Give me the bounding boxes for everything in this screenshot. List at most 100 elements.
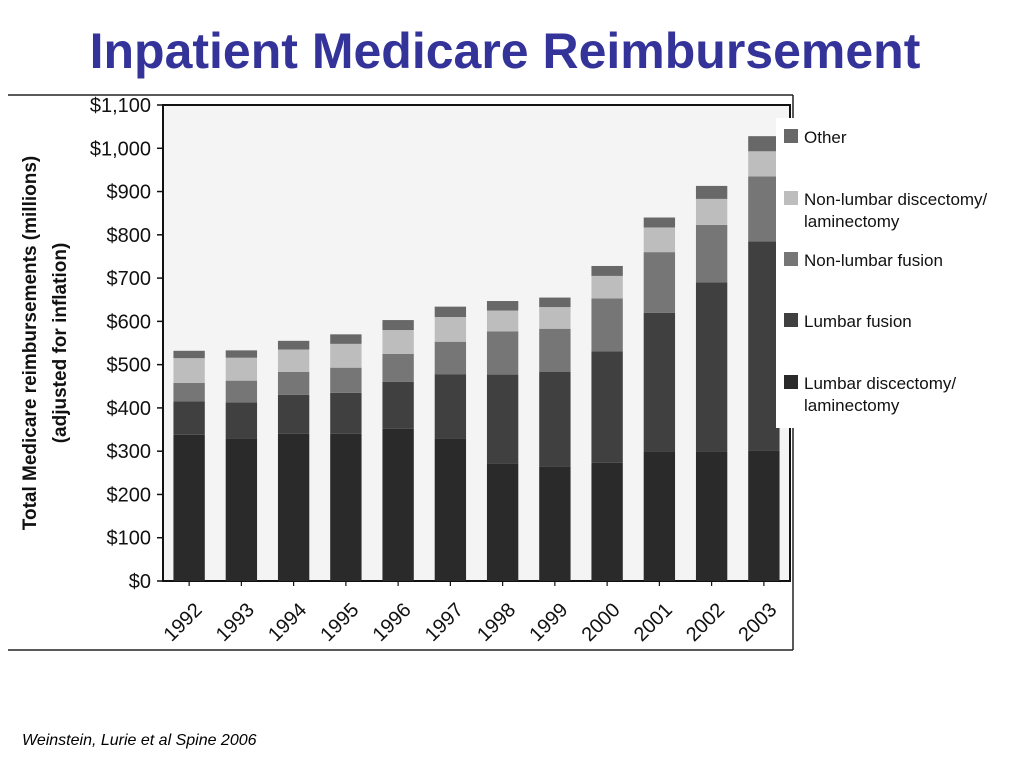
x-tick-label: 1993 xyxy=(212,599,259,646)
x-tick-label: 2002 xyxy=(682,599,729,646)
citation: Weinstein, Lurie et al Spine 2006 xyxy=(22,732,257,749)
bar-segment xyxy=(330,334,362,344)
x-tick-label: 2003 xyxy=(734,599,781,646)
bar-segment xyxy=(173,434,205,581)
bar-segment xyxy=(486,463,519,581)
bar-segment xyxy=(382,353,414,382)
bar-segment xyxy=(695,224,728,283)
bar-segment xyxy=(539,297,571,308)
bar-segment xyxy=(173,350,205,359)
bar-segment xyxy=(330,343,362,368)
bar-segment xyxy=(748,151,780,177)
y-tick-label: $1,000 xyxy=(90,138,151,160)
legend-swatch xyxy=(784,375,798,389)
bar-segment xyxy=(434,306,467,318)
legend-label: laminectomy xyxy=(804,212,900,231)
bar-segment xyxy=(277,349,310,372)
bar-segment xyxy=(695,282,728,452)
y-axis-ticks: $0 $100 $200 $300 $400 $500 $600 $700 $800 $900 $1… xyxy=(90,95,163,593)
bar-segment xyxy=(434,438,467,581)
y-tick-label: $600 xyxy=(107,311,152,333)
bar-segment xyxy=(643,312,676,452)
y-tick-label: $700 xyxy=(107,268,152,290)
bar-segment xyxy=(173,401,205,435)
y-tick-label: $200 xyxy=(107,484,152,506)
bar-segment xyxy=(486,301,519,311)
bar-segment xyxy=(486,310,519,332)
legend-label: Lumbar fusion xyxy=(804,312,912,331)
legend-label: laminectomy xyxy=(804,396,900,415)
bar-segment xyxy=(748,241,780,451)
bar-segment xyxy=(539,371,571,467)
bars xyxy=(173,136,780,581)
y-tick-label: $400 xyxy=(107,398,152,420)
bar-segment xyxy=(748,176,780,242)
x-tick-label: 2000 xyxy=(578,599,625,646)
x-tick-label: 1996 xyxy=(369,599,416,646)
bar-segment xyxy=(173,358,205,383)
bar-segment xyxy=(643,217,676,228)
legend-label: Lumbar discectomy/ xyxy=(804,374,956,393)
bar-segment xyxy=(539,307,571,329)
bar-segment xyxy=(277,371,310,395)
x-tick-label: 1995 xyxy=(316,599,363,646)
bar-segment xyxy=(225,438,258,581)
plot-background xyxy=(162,104,791,582)
x-tick-label: 2001 xyxy=(630,599,677,646)
bar-segment xyxy=(382,330,414,354)
bar-segment xyxy=(382,428,414,581)
x-tick-label: 1992 xyxy=(160,599,207,646)
bar-segment xyxy=(434,374,467,439)
y-axis-label-line: (adjusted for inflation) xyxy=(50,243,71,444)
bar-segment xyxy=(225,380,258,403)
bar-segment xyxy=(591,298,623,352)
legend-swatch xyxy=(784,252,798,266)
y-tick-label: $900 xyxy=(107,182,152,204)
bar-segment xyxy=(225,357,258,381)
bar-segment xyxy=(225,350,258,358)
bar-segment xyxy=(330,433,362,581)
bar-segment xyxy=(695,185,728,199)
x-tick-label: 1999 xyxy=(525,599,572,646)
legend-background xyxy=(776,118,1024,428)
x-axis-ticks: 1992 1993 1994 1995 1996 1997 1998 1999 2000 2001… xyxy=(160,581,781,646)
bar-segment xyxy=(643,252,676,313)
bar-segment xyxy=(748,450,780,581)
slide-title: Inpatient Medicare Reimbursement xyxy=(89,23,921,79)
bar-segment xyxy=(277,433,310,581)
legend-swatch xyxy=(784,129,798,143)
legend-label: Non-lumbar fusion xyxy=(804,251,943,270)
bar-segment xyxy=(434,317,467,342)
bar-segment xyxy=(486,331,519,375)
bar-segment xyxy=(539,328,571,372)
bar-segment xyxy=(434,341,467,375)
bar-segment xyxy=(277,394,310,434)
bar-segment xyxy=(643,451,676,581)
bar-segment xyxy=(539,466,571,581)
y-tick-label: $500 xyxy=(107,355,152,377)
bar-segment xyxy=(591,265,623,276)
y-tick-label: $300 xyxy=(107,441,152,463)
bar-segment xyxy=(748,136,780,152)
bar-segment xyxy=(382,320,414,331)
y-tick-label: $1,100 xyxy=(90,95,151,117)
y-tick-label: $100 xyxy=(107,528,152,550)
bar-segment xyxy=(591,275,623,299)
bar-segment xyxy=(330,367,362,393)
legend-label: Non-lumbar discectomy/ xyxy=(804,190,988,209)
x-tick-label: 1997 xyxy=(421,599,468,646)
y-tick-label: $0 xyxy=(129,571,151,593)
bar-segment xyxy=(591,462,623,581)
bar-segment xyxy=(277,340,310,350)
y-tick-label: $800 xyxy=(107,225,152,247)
bar-segment xyxy=(173,382,205,402)
x-tick-label: 1994 xyxy=(264,599,311,646)
y-axis-label-line: Total Medicare reimbursements (millions) xyxy=(20,156,41,530)
legend-swatch xyxy=(784,191,798,205)
bar-segment xyxy=(225,402,258,439)
x-tick-label: 1998 xyxy=(473,599,520,646)
bar-segment xyxy=(330,392,362,434)
bar-segment xyxy=(695,451,728,581)
bar-segment xyxy=(591,351,623,463)
